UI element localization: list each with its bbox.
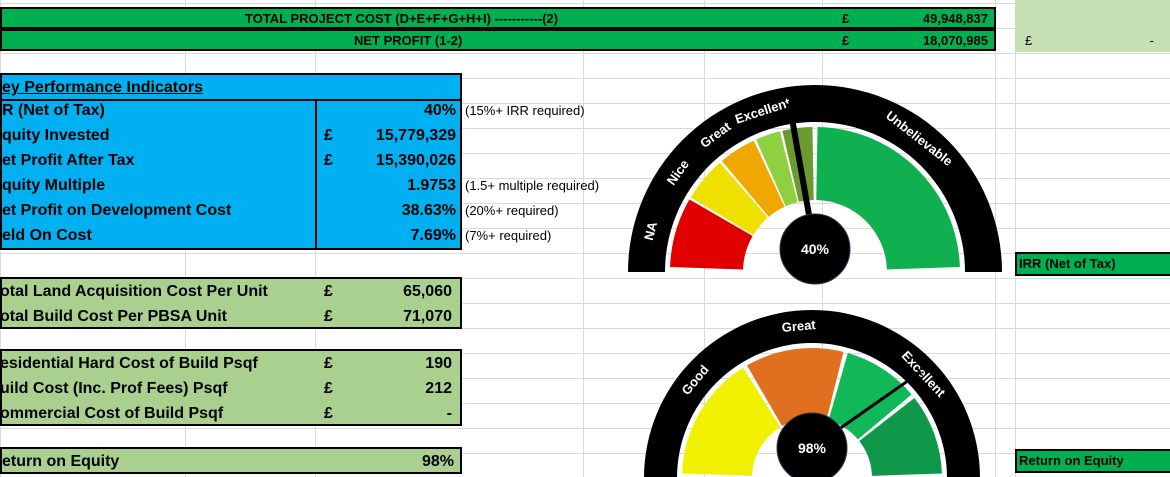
- kpi-row[interactable]: quity Invested £ 15,779,329: [2, 127, 456, 144]
- roe-gauge-title-cell[interactable]: Return on Equity: [1015, 449, 1170, 473]
- gauge-segment: [859, 397, 942, 476]
- unit-cost-row[interactable]: otal Land Acquisition Cost Per Unit £65,0…: [0, 283, 452, 300]
- kpi-note: (20%+ required): [465, 203, 559, 218]
- gauge-segment: [721, 140, 785, 217]
- gauge-value: 98%: [798, 440, 827, 456]
- gauge-band: [628, 85, 1002, 272]
- gauge-center: [779, 213, 851, 285]
- kpi-note: (7%+ required): [465, 228, 552, 243]
- gauge-band-label: NA: [641, 219, 660, 241]
- kpi-row[interactable]: et Profit After Tax £ 15,390,026: [2, 152, 456, 169]
- gauge-center: [776, 412, 848, 477]
- gauge-segment: [682, 367, 781, 476]
- gauge-segment: [816, 127, 960, 270]
- kpi-row[interactable]: R (Net of Tax) 40%: [2, 102, 456, 119]
- kpi-title: ey Performance Indicators: [2, 79, 203, 96]
- psqf-cost-row[interactable]: uild Cost (Inc. Prof Fees) Psqf £212: [0, 380, 452, 397]
- psqf-cost-row[interactable]: esidential Hard Cost of Build Psqf £190: [0, 355, 452, 372]
- return-on-equity-row[interactable]: eturn on Equity 98%: [0, 447, 462, 474]
- gauge-segment: [828, 353, 912, 440]
- kpi-row[interactable]: eld On Cost 7.69%: [2, 227, 456, 244]
- gauge-segment: [756, 131, 798, 207]
- unit-costs-table: [0, 277, 462, 329]
- psqf-costs-table: [0, 349, 462, 426]
- gauge-band: [644, 310, 980, 477]
- net-profit-row[interactable]: NET PROFIT (1-2) £ 18,070,985: [0, 29, 996, 51]
- psqf-cost-row[interactable]: ommercial Cost of Build Psqf £ -: [0, 405, 452, 422]
- gauge-segment: [690, 162, 768, 235]
- gauge-value: 40%: [801, 241, 830, 257]
- gauge-segment: [670, 199, 753, 270]
- kpi-row[interactable]: quity Multiple 1.9753: [2, 177, 456, 194]
- side-summary-cell[interactable]: £ -: [1015, 0, 1170, 52]
- kpi-row[interactable]: et Profit on Development Cost 38.63%: [2, 202, 456, 219]
- unit-cost-row[interactable]: otal Build Cost Per PBSA Unit £71,070: [0, 308, 452, 325]
- kpi-note: (15%+ IRR required): [465, 103, 585, 118]
- total-project-cost-row[interactable]: TOTAL PROJECT COST (D+E+F+G+H+I) -------…: [0, 7, 996, 29]
- gauge-band-label: Great: [781, 317, 817, 335]
- kpi-note: (1.5+ multiple required): [465, 178, 600, 193]
- kpi-table: ey Performance Indicators: [0, 73, 462, 250]
- gauge-segment: [747, 347, 844, 427]
- irr-gauge-title-cell[interactable]: IRR (Net of Tax): [1015, 252, 1170, 276]
